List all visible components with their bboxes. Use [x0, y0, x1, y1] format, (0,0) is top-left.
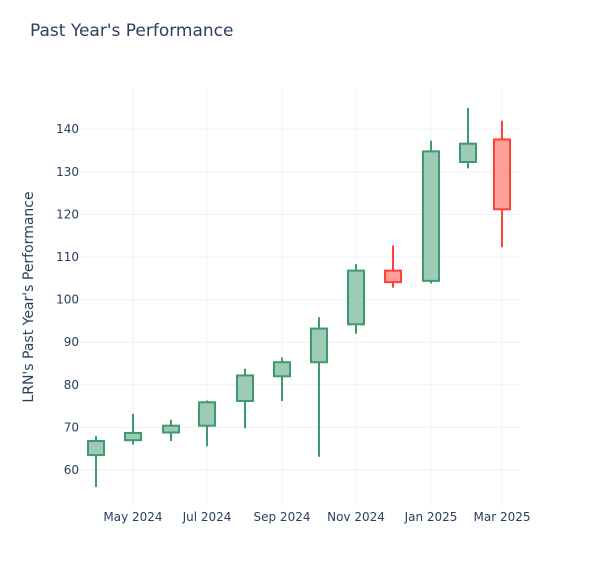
candle-body [162, 424, 180, 434]
y-tick-label: 140 [56, 122, 79, 136]
candle-up [422, 140, 440, 284]
y-tick-label: 70 [64, 420, 79, 434]
y-tick-label: 130 [56, 165, 79, 179]
y-tick-label: 90 [64, 335, 79, 349]
candle-body [198, 401, 216, 427]
y-tick-label: 60 [64, 463, 79, 477]
candle-up [124, 413, 142, 445]
y-axis-ticks: 60 70 80 90 100 110 120 130 140 [56, 122, 79, 477]
y-tick-label: 100 [56, 293, 79, 307]
y-tick-label: 80 [64, 378, 79, 392]
candle-body [493, 138, 511, 211]
y-axis-title: LRN's Past Year's Performance [21, 191, 37, 402]
y-tick-label: 120 [56, 207, 79, 221]
candle-body [384, 269, 402, 284]
candle-body [347, 269, 365, 326]
candle-up [459, 107, 477, 169]
candle-body [87, 440, 105, 457]
candle-up [236, 368, 254, 429]
candle-up [273, 357, 291, 401]
candle-body [273, 361, 291, 378]
candle-up [87, 435, 105, 488]
grid-layer [80, 88, 520, 505]
candle-body [310, 327, 328, 364]
candle-down [384, 245, 402, 288]
x-tick-label: Jul 2024 [182, 510, 232, 524]
candle-up [347, 264, 365, 334]
candle-down [493, 120, 511, 248]
candle-body [124, 431, 142, 442]
candle-up [310, 317, 328, 457]
x-tick-label: Sep 2024 [254, 510, 311, 524]
x-tick-label: Mar 2025 [474, 510, 531, 524]
candle-body [422, 150, 440, 282]
x-tick-label: Nov 2024 [327, 510, 385, 524]
x-tick-label: May 2024 [103, 510, 162, 524]
y-tick-label: 110 [56, 250, 79, 264]
chart-title: Past Year's Performance [30, 21, 234, 41]
candle-layer [87, 107, 511, 488]
candle-up [162, 419, 180, 442]
x-axis-ticks: May 2024 Jul 2024 Sep 2024 Nov 2024 Jan 2025… [103, 510, 530, 524]
candle-body [236, 374, 254, 402]
x-tick-label: Jan 2025 [404, 510, 458, 524]
candle-up [198, 400, 216, 447]
candle-body [459, 142, 477, 164]
